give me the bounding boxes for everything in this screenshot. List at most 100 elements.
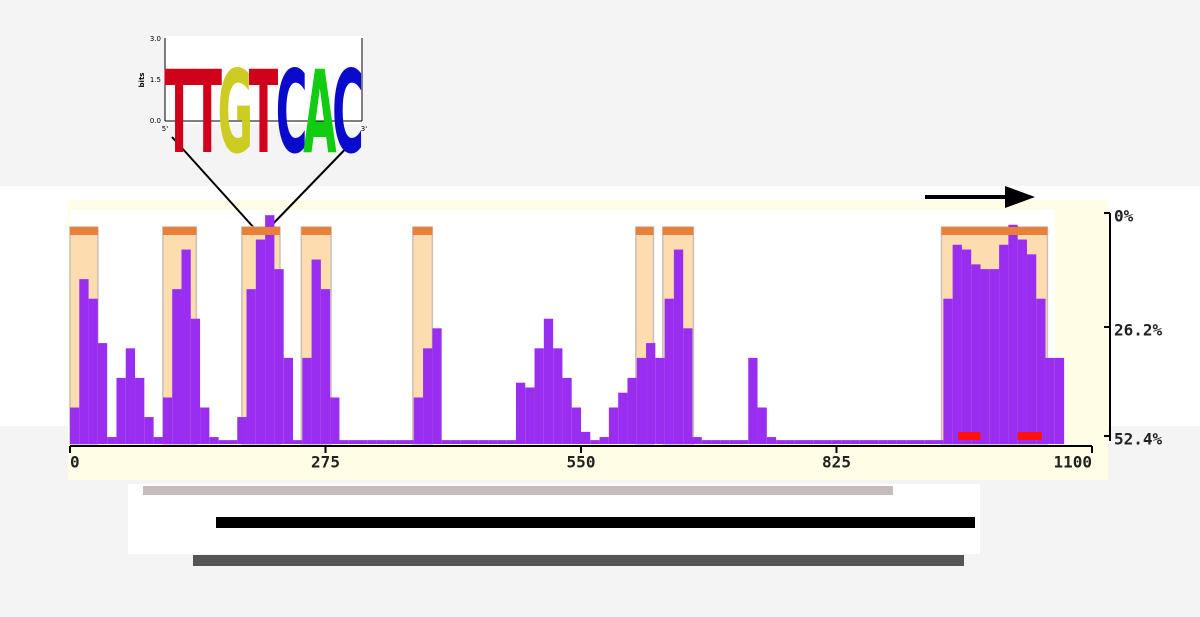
bar [432, 328, 442, 444]
bar [265, 215, 275, 444]
bar [581, 431, 591, 444]
bar [385, 440, 396, 444]
bar [190, 318, 201, 444]
bar [701, 440, 712, 444]
bar [209, 437, 219, 444]
bar [135, 377, 145, 444]
bar [1017, 239, 1027, 444]
bar [274, 269, 284, 444]
logo-tick: 0.0 [150, 117, 161, 125]
bar [423, 348, 433, 444]
bar [469, 440, 479, 444]
bar [404, 440, 414, 444]
region-cap [941, 227, 1048, 235]
y-tick-label: 26.2% [1114, 321, 1163, 340]
y-tick-label: 52.4% [1114, 430, 1163, 449]
bar [720, 440, 730, 444]
bar [618, 392, 628, 444]
track [193, 555, 964, 566]
bar [1008, 224, 1018, 444]
bar [553, 348, 563, 444]
bar [1054, 357, 1065, 444]
bar [107, 437, 117, 444]
bar [831, 440, 842, 444]
logo-tick: 3.0 [150, 35, 161, 43]
bar [915, 440, 925, 444]
x-tick-label: 550 [567, 453, 596, 472]
bar [534, 348, 544, 444]
bar [543, 318, 554, 444]
track [143, 486, 893, 495]
bar [1045, 357, 1055, 444]
bar [906, 440, 916, 444]
x-tick-label: 825 [822, 453, 851, 472]
bar [125, 348, 136, 444]
bar [980, 269, 990, 444]
bar [590, 440, 600, 444]
bar [395, 440, 405, 444]
bar [896, 440, 907, 444]
bar [748, 357, 758, 444]
bar [999, 244, 1009, 444]
y-tick-label: 0% [1114, 207, 1134, 226]
bar [803, 440, 814, 444]
logo-tick: 1.5 [150, 76, 161, 84]
track [216, 517, 975, 528]
bar [200, 407, 210, 444]
bar [367, 440, 377, 444]
bar [636, 357, 647, 444]
region-cap [241, 227, 280, 235]
bar [144, 417, 154, 444]
bar [562, 377, 572, 444]
logo-bg [165, 36, 363, 124]
bar [311, 259, 321, 444]
bar [757, 407, 767, 444]
bar [869, 440, 879, 444]
bar [655, 357, 665, 444]
bar [450, 440, 461, 444]
logo-letter: C [332, 48, 364, 180]
region-cap [301, 227, 332, 235]
bar [292, 440, 303, 444]
bar [1026, 254, 1037, 444]
bar [525, 387, 535, 444]
bar [766, 437, 777, 444]
bar [162, 397, 173, 444]
x-tick-label: 275 [311, 453, 340, 472]
connector [267, 136, 358, 230]
bar [608, 407, 619, 444]
bar [218, 440, 228, 444]
bar [88, 298, 98, 444]
logo-end: 5' [162, 125, 168, 133]
logo-ylabel: bits [138, 73, 146, 88]
bar [348, 440, 359, 444]
bar [692, 437, 702, 444]
bar [116, 377, 126, 444]
bar [729, 440, 739, 444]
bar [850, 440, 860, 444]
bar [859, 440, 870, 444]
bar [97, 343, 108, 444]
bar [478, 440, 489, 444]
bar [488, 440, 498, 444]
bar [460, 440, 470, 444]
bar [302, 357, 312, 444]
connector [171, 136, 256, 230]
bar [971, 264, 981, 444]
bar [785, 440, 795, 444]
bar [255, 239, 266, 444]
bar [887, 440, 897, 444]
bar [924, 440, 935, 444]
x-tick-label: 1100 [1053, 453, 1092, 472]
region-cap [412, 227, 433, 235]
bar [952, 244, 962, 444]
bar [961, 249, 972, 444]
region-cap [635, 227, 654, 235]
bar [1036, 298, 1046, 444]
bar [822, 440, 832, 444]
bar [627, 377, 637, 444]
region-cap [162, 227, 197, 235]
bar [506, 440, 516, 444]
logo-letter: G [218, 48, 253, 180]
